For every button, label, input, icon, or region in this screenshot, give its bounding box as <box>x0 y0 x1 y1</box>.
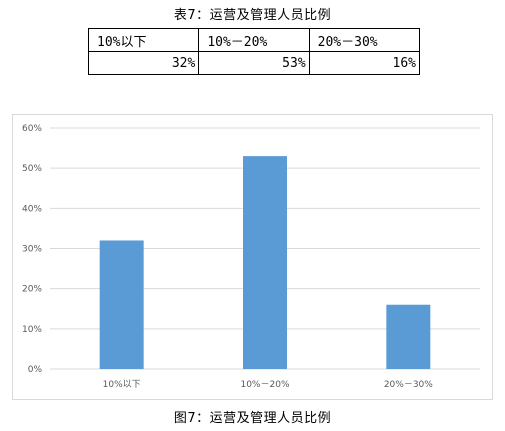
bar <box>243 156 287 369</box>
ratio-table: 10%以下 10%－20% 20%－30% 32% 53% 16% <box>87 28 421 75</box>
table-value-row: 32% 53% 16% <box>87 51 421 75</box>
table-header-cell: 10%以下 <box>87 28 200 52</box>
y-tick-label: 50% <box>22 164 42 174</box>
table-header-row: 10%以下 10%－20% 20%－30% <box>87 28 421 52</box>
figure-caption: 图7：运营及管理人员比例 <box>173 411 332 426</box>
chart-frame: 0% 10% 20% 30% 40% 50% 60% 10%以下 10%－20% 20%－30% <box>12 114 493 400</box>
x-tick-label: 10%－20% <box>240 380 289 390</box>
bar <box>386 304 431 369</box>
bar <box>99 240 144 369</box>
table-value-cell: 32% <box>87 51 200 75</box>
table-value-cell: 16% <box>308 51 421 75</box>
y-tick-label: 30% <box>22 245 42 255</box>
y-tick-label: 0% <box>28 365 43 375</box>
y-tick-label: 40% <box>22 204 42 214</box>
table-title: 表7：运营及管理人员比例 <box>173 8 332 23</box>
y-tick-label: 10% <box>22 325 42 335</box>
y-tick-label: 60% <box>22 124 42 134</box>
x-tick-label: 20%－30% <box>384 380 433 390</box>
bar-chart: 0% 10% 20% 30% 40% 50% 60% 10%以下 10%－20% 20%－30% <box>22 124 480 390</box>
y-tick-label: 20% <box>22 285 42 295</box>
table-value-cell: 53% <box>198 51 310 75</box>
table-header-cell: 10%－20% <box>198 28 310 52</box>
table-header-cell: 20%－30% <box>308 28 421 52</box>
x-tick-label: 10%以下 <box>103 380 141 390</box>
